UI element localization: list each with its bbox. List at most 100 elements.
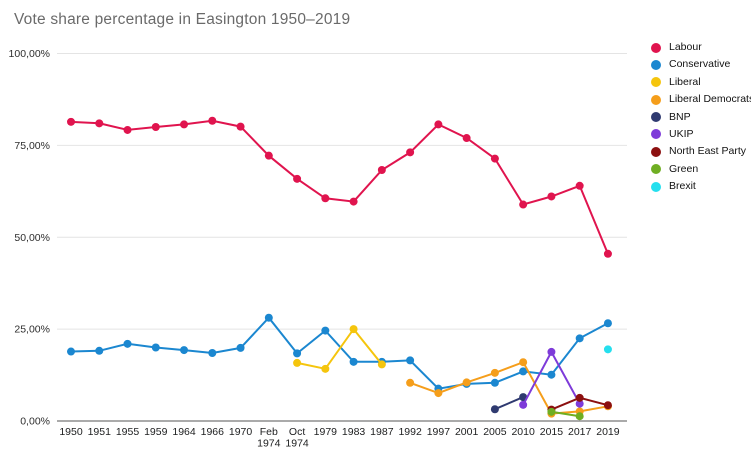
legend-dot-liberal [651, 77, 661, 88]
liberal-democrats-point[interactable] [462, 378, 471, 387]
labour-point[interactable] [462, 134, 471, 143]
x-axis-label: 2017 [568, 426, 592, 438]
legend-label: Liberal [669, 75, 701, 88]
legend-item-bnp[interactable]: BNP [651, 111, 751, 123]
legend-dot-brexit [651, 181, 661, 192]
legend-dot-labour [651, 42, 661, 53]
brexit-point[interactable] [603, 345, 612, 354]
ukip-point[interactable] [547, 347, 556, 356]
y-axis-label: 0,00% [20, 416, 50, 428]
green-point[interactable] [575, 412, 584, 421]
legend-dot-bnp [651, 112, 661, 123]
vote-share-line-chart: 0,00% 25,00% 50,00% 75,00% 100,00% 1950 1951 19… [9, 48, 627, 450]
conservative-line [70, 316, 609, 390]
legend-item-liberal-democrats[interactable]: Liberal Democrats [651, 94, 751, 105]
labour-point[interactable] [151, 123, 160, 131]
x-axis-label: 1959 [144, 426, 168, 438]
labour-point[interactable] [434, 120, 443, 129]
legend-item-ukip[interactable]: UKIP [651, 127, 751, 140]
north-east-party-point[interactable] [575, 393, 584, 402]
conservative-point[interactable] [293, 349, 302, 358]
labour-point[interactable] [519, 200, 528, 209]
labour-point[interactable] [490, 154, 499, 163]
conservative-point[interactable] [406, 356, 415, 365]
liberal-democrats-point[interactable] [519, 358, 528, 367]
labour-point[interactable] [123, 125, 132, 134]
labour-point[interactable] [264, 151, 273, 160]
green-point[interactable] [547, 407, 556, 416]
x-axis-label: 1950 [59, 426, 83, 438]
legend-label: Liberal Democrats [669, 93, 751, 106]
labour-point[interactable] [575, 181, 584, 190]
labour-point[interactable] [406, 148, 415, 157]
legend-item-brexit[interactable]: Brexit [651, 181, 751, 192]
liberal-point[interactable] [349, 325, 358, 334]
green-line [551, 410, 580, 418]
labour-point[interactable] [293, 174, 302, 183]
labour-point[interactable] [547, 192, 556, 201]
conservative-point[interactable] [123, 339, 132, 348]
labour-line [70, 119, 609, 255]
conservative-point[interactable] [208, 349, 217, 358]
conservative-point[interactable] [151, 343, 160, 352]
x-axis-label: Feb 1974 [257, 426, 281, 450]
bnp-point[interactable] [490, 405, 499, 414]
conservative-point[interactable] [67, 347, 75, 356]
labour-point[interactable] [67, 117, 75, 126]
legend-label: Brexit [669, 180, 696, 193]
x-axis-label: 1951 [88, 426, 112, 438]
ukip-point[interactable] [519, 400, 528, 409]
legend-item-green[interactable]: Green [651, 163, 751, 175]
legend-dot-conservative [651, 59, 661, 70]
liberal-democrats-point[interactable] [490, 368, 499, 377]
x-axis-label: 2010 [511, 426, 535, 438]
legend-label: North East Party [669, 145, 747, 158]
x-axis-label: 2005 [483, 426, 507, 438]
x-axis-label: 1983 [342, 426, 366, 438]
labour-point[interactable] [377, 165, 386, 174]
conservative-point[interactable] [490, 378, 499, 387]
legend-item-north-east-party[interactable]: North East Party [651, 146, 751, 157]
y-axis-label: 50,00% [14, 232, 50, 244]
labour-point[interactable] [603, 249, 612, 258]
labour-point[interactable] [236, 122, 245, 131]
x-axis-label: 1955 [116, 426, 140, 438]
legend-dot-ukip [651, 129, 661, 140]
conservative-point[interactable] [575, 334, 584, 343]
x-axis-label: 1966 [201, 426, 225, 438]
conservative-point[interactable] [236, 343, 245, 352]
conservative-point[interactable] [95, 346, 104, 355]
liberal-point[interactable] [293, 358, 302, 367]
liberal-democrats-point[interactable] [406, 378, 415, 387]
conservative-point[interactable] [603, 319, 612, 328]
liberal-point[interactable] [377, 360, 386, 369]
legend-label: UKIP [669, 127, 694, 140]
ukip-point[interactable] [575, 399, 584, 408]
liberal-line [296, 327, 383, 370]
labour-point[interactable] [349, 197, 358, 206]
labour-point[interactable] [208, 116, 217, 125]
chart-title: Vote share percentage in Easington 1950–… [14, 11, 351, 28]
legend-label: Labour [669, 41, 702, 53]
north-east-party-point[interactable] [603, 401, 612, 410]
legend-item-labour[interactable]: Labour [651, 42, 751, 53]
conservative-point[interactable] [321, 326, 330, 335]
labour-point[interactable] [95, 119, 104, 128]
labour-point[interactable] [321, 194, 330, 203]
liberal-democrats-point[interactable] [434, 389, 443, 398]
x-axis-label: 1997 [427, 426, 451, 438]
legend-item-conservative[interactable]: Conservative [651, 59, 751, 70]
conservative-point[interactable] [180, 346, 189, 355]
conservative-point[interactable] [264, 313, 273, 322]
bnp-line [494, 396, 524, 411]
conservative-point[interactable] [547, 370, 556, 379]
liberal-point[interactable] [321, 364, 330, 373]
legend: Labour Conservative Liberal Liberal Democra… [651, 42, 751, 199]
conservative-point[interactable] [349, 357, 358, 366]
x-axis-label: 1970 [229, 426, 253, 438]
labour-point[interactable] [180, 120, 189, 129]
conservative-point[interactable] [519, 367, 528, 376]
legend-dot-green [651, 164, 661, 175]
legend-item-liberal[interactable]: Liberal [651, 75, 751, 88]
